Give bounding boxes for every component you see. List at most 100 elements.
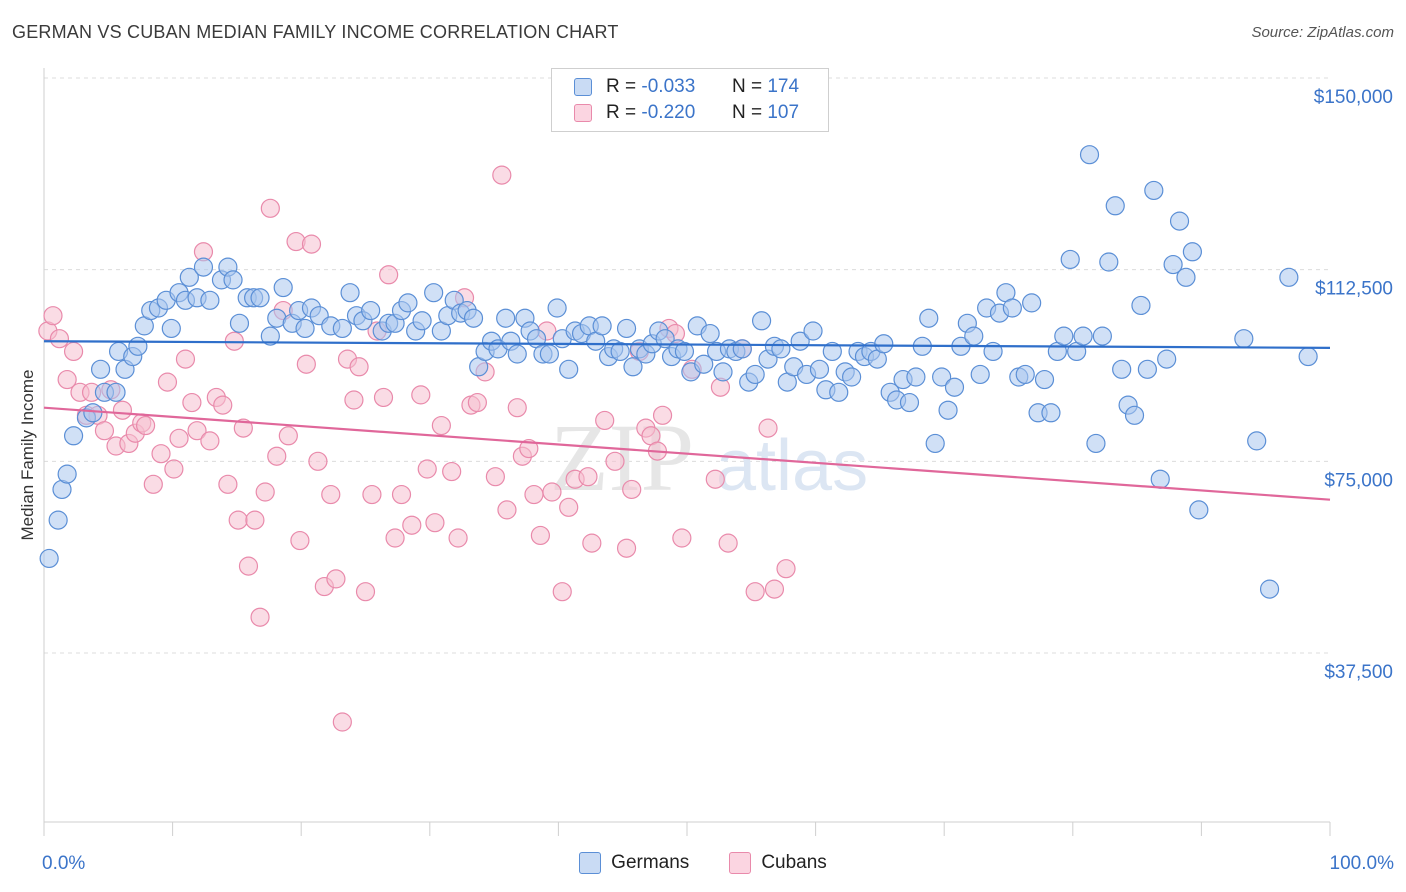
germans-legend-swatch [579,852,602,874]
german-point [751,311,772,331]
cuban-point [43,306,63,326]
german-point [273,277,293,298]
german-point [1137,359,1157,379]
y-tick-label: $112,500 [1315,279,1393,300]
german-point [1079,145,1100,165]
cubans-points [38,165,796,732]
y-tick-labels: $37,500 $75,000 $112,500 $150,000 [1314,87,1393,683]
cuban-point [431,415,451,436]
germans-swatch [574,78,592,96]
german-point [1124,405,1145,425]
legend-label-cubans: Cubans [761,852,827,873]
cuban-point [182,392,202,413]
german-point [547,298,567,318]
german-point [616,318,637,339]
x-tick-label: 100.0% [1330,853,1395,874]
cuban-point [672,528,692,548]
german-point [539,344,559,364]
german-point [732,339,752,359]
cuban-point [411,385,431,405]
german-point [106,382,126,402]
germans-points [39,145,1318,599]
legend-item-germans[interactable]: Germans [579,852,689,874]
german-point [964,326,984,346]
cuban-point [524,484,544,505]
cuban-point [442,461,462,482]
german-point [1073,326,1093,346]
cuban-point [49,329,70,349]
german-point [610,341,630,362]
legend-item-cubans[interactable]: Cubans [729,852,827,874]
cuban-point [373,387,394,408]
german-point [700,323,720,344]
legend-r-value-cubans: -0.220 [641,102,696,123]
german-point [1092,326,1112,346]
cuban-point [187,421,207,441]
cuban-point [492,165,512,185]
cuban-point [218,474,238,494]
legend-n-value-germans: 174 [767,76,800,97]
german-point [623,357,643,377]
cuban-point [250,607,270,627]
cuban-point [448,528,468,548]
cuban-point [213,395,233,415]
german-point [57,464,77,484]
german-point [128,336,148,356]
cuban-point [238,556,259,576]
cuban-point [228,510,248,530]
y-tick-label: $75,000 [1324,470,1393,491]
cuban-point [63,341,84,362]
german-point [822,341,842,362]
cuban-point [355,582,376,602]
y-tick-label: $150,000 [1314,87,1393,108]
cuban-point [391,484,412,505]
german-point [1105,196,1125,216]
german-point [803,321,823,341]
cuban-point [764,579,785,599]
german-point [229,313,250,333]
cuban-point [425,513,445,533]
cuban-point [552,582,572,602]
cuban-point [362,484,382,505]
cuban-point [595,410,615,431]
cuban-point [135,415,156,436]
german-point [424,283,444,303]
cuban-point [169,428,189,448]
german-point [874,334,894,354]
cuban-point [507,398,527,418]
cuban-point [151,444,171,464]
german-point [90,359,111,379]
german-point [63,426,84,446]
watermark-atlas: atlas [716,426,868,506]
legend-n-label: N = [731,76,763,97]
legend-row-germans: R = -0.033 N = 174 [574,75,799,99]
cuban-point [622,479,642,500]
german-point [200,290,220,310]
german-point [1002,298,1022,318]
legend-row-cubans: R = -0.220 N = 107 [574,101,799,125]
cuban-point [385,528,405,548]
german-point [1298,346,1318,367]
german-point [1112,359,1132,379]
y-tick-label: $37,500 [1324,662,1393,683]
cuban-point [233,418,253,438]
german-point [592,316,612,336]
german-point [83,403,103,423]
source-label: Source: ZipAtlas.com [1251,24,1394,41]
german-point [1086,433,1106,454]
german-point [1163,254,1183,275]
cuban-point [652,405,673,425]
german-point [179,267,199,287]
cuban-point [578,467,598,487]
legend-r-label: R = [606,76,637,97]
german-point [260,326,280,346]
correlation-legend: R = -0.033 N = 174 R = -0.220 N = 107 [551,68,829,132]
german-point [899,392,920,413]
legend-n-label: N = [731,102,763,123]
cuban-point [745,582,765,602]
german-point [771,339,791,359]
german-point [1099,252,1119,272]
cuban-point [402,515,422,535]
german-point [1279,267,1299,287]
cuban-point [497,500,517,520]
